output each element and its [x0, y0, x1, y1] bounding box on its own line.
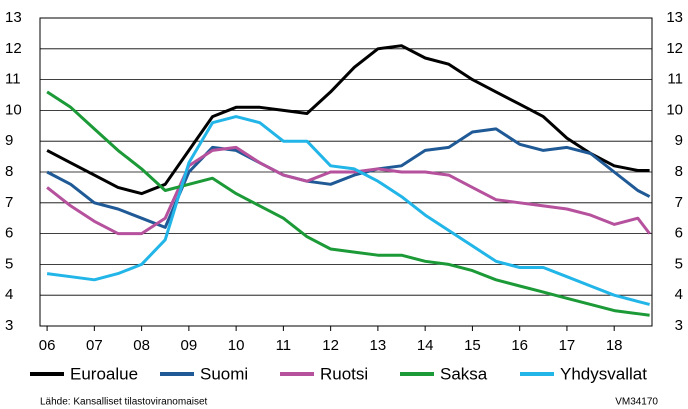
- x-tick-label: 13: [370, 337, 387, 354]
- x-tick-label: 16: [511, 337, 528, 354]
- x-tick-label: 14: [417, 337, 434, 354]
- legend-label: Ruotsi: [320, 364, 368, 383]
- y-tick-label: 10: [5, 101, 22, 118]
- series-line: [46, 44, 650, 196]
- x-tick-label: 18: [606, 337, 623, 354]
- y-tick-label: 5: [5, 255, 13, 272]
- legend-label: Euroalue: [70, 364, 138, 383]
- x-tick-label: 11: [276, 337, 292, 354]
- series-line: [46, 127, 651, 229]
- legend-label: Suomi: [200, 364, 248, 383]
- source: Lähde: Kansalliset tilastoviranomaiset: [40, 397, 208, 408]
- y-tick-label: 4: [5, 286, 13, 303]
- y-tick-label: 3: [5, 317, 13, 334]
- series-line: [46, 145, 651, 236]
- y2-tick-label: 9: [675, 132, 683, 149]
- legend-label: Yhdysvallat: [560, 364, 647, 383]
- y2-tick-label: 6: [675, 225, 683, 242]
- x-tick-label: 08: [133, 337, 150, 354]
- y-tick-label: 13: [5, 9, 22, 26]
- x-tick-label: 07: [86, 337, 103, 354]
- y2-tick-label: 5: [675, 255, 683, 272]
- y2-tick-label: 10: [666, 101, 683, 118]
- x-tick-label: 17: [559, 337, 576, 354]
- y-tick-label: 12: [5, 40, 22, 57]
- chart-code: VM34170: [615, 397, 658, 408]
- x-tick-label: 10: [228, 337, 245, 354]
- y2-tick-label: 7: [675, 194, 683, 211]
- y2-tick-label: 13: [666, 9, 683, 26]
- legend-label: Saksa: [440, 364, 488, 383]
- y2-tick-label: 3: [675, 317, 683, 334]
- x-tick-label: 09: [181, 337, 198, 354]
- plot-border: [39, 17, 653, 327]
- y2-tick-label: 12: [666, 40, 683, 57]
- x-tick-label: 15: [464, 337, 481, 354]
- y2-tick-label: 8: [675, 163, 683, 180]
- series-line: [46, 90, 650, 317]
- y2-tick-label: 4: [675, 286, 683, 303]
- y-tick-label: 9: [5, 132, 13, 149]
- y-tick-label: 11: [5, 71, 21, 88]
- y-tick-label: 7: [5, 194, 13, 211]
- x-tick-label: 12: [322, 337, 339, 354]
- x-tick-label: 06: [39, 337, 56, 354]
- y2-tick-label: 11: [667, 71, 683, 88]
- y-tick-label: 8: [5, 163, 13, 180]
- series-line: [46, 115, 650, 306]
- y-tick-label: 6: [5, 225, 13, 242]
